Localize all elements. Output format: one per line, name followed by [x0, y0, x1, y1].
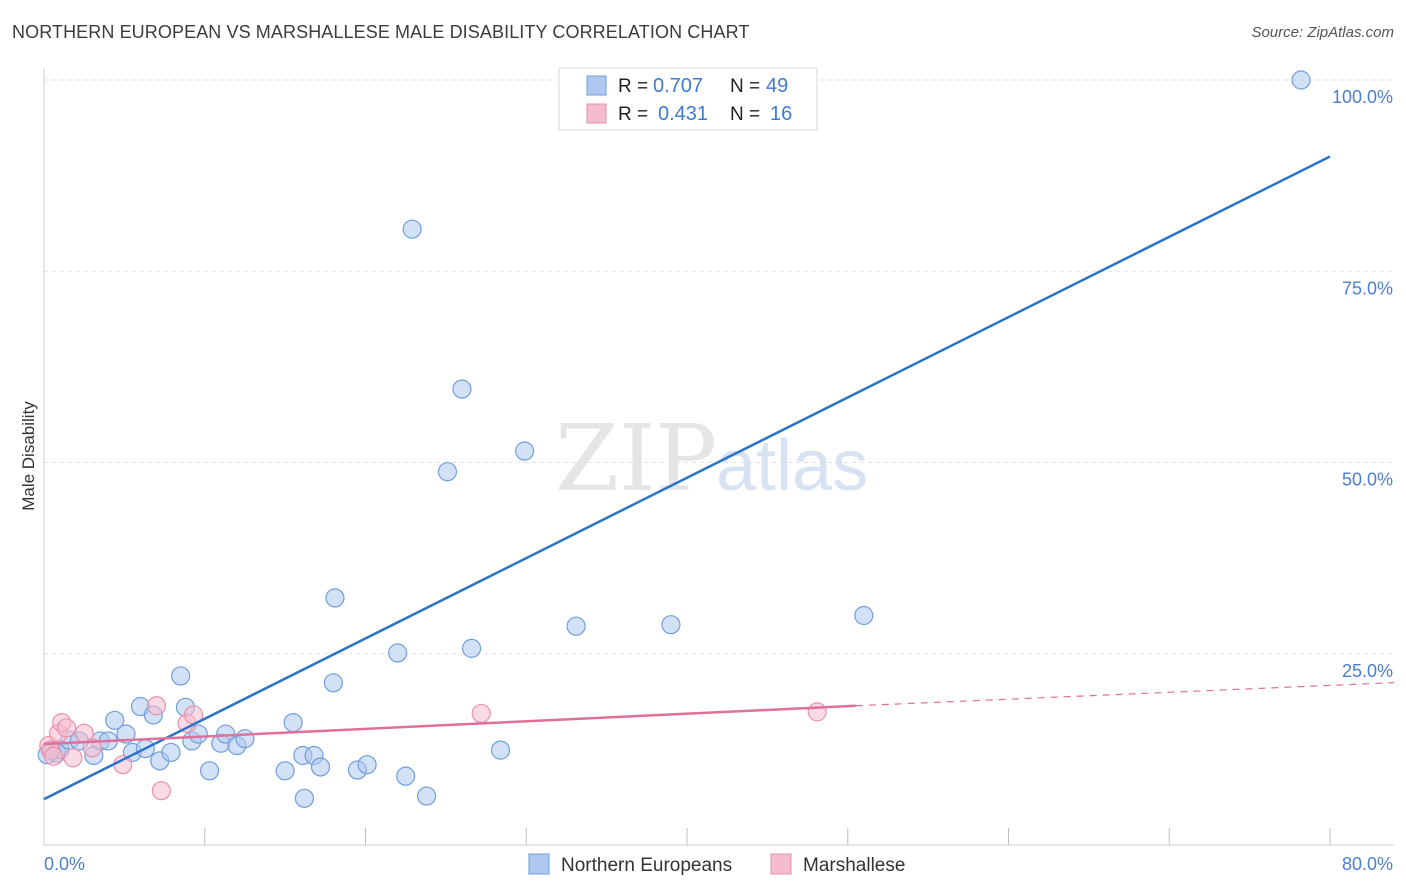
northern-europeans-point-10 [116, 724, 136, 744]
marshallese-point-2 [44, 746, 64, 766]
northern-europeans-point-42 [461, 638, 482, 658]
northern-europeans-point-27 [283, 712, 303, 733]
y-tick-label-100: 100.0% [1332, 87, 1393, 107]
trend-line-northern-europeans [43, 155, 1331, 801]
bottom-legend-swatch-pink [770, 853, 792, 875]
trend-line-marshallese-extension [855, 682, 1395, 707]
northern-europeans-point-40 [437, 462, 458, 482]
northern-europeans-point-44 [515, 441, 535, 461]
series-northern-europeans-points [37, 70, 1311, 808]
northern-europeans-point-43 [490, 740, 511, 760]
northern-europeans-point-41 [452, 379, 472, 399]
northern-europeans-point-37 [396, 766, 416, 786]
northern-europeans-point-48 [1291, 70, 1311, 90]
marshallese-point-8 [82, 738, 102, 758]
legend-swatch-blue [586, 75, 607, 96]
bottom-legend-swatch-blue [528, 853, 550, 875]
legend-r-value-2: 0.431 [658, 103, 708, 125]
legend-n-value-1: 49 [766, 75, 788, 97]
northern-europeans-point-9 [105, 710, 125, 730]
bottom-legend: Northern Europeans Marshallese [528, 853, 905, 876]
grid-lines [44, 79, 1394, 655]
marshallese-point-5 [56, 718, 77, 738]
y-tick-labels: 25.0% 50.0% 75.0% 100.0% [1332, 87, 1393, 681]
x-ticks [204, 828, 1331, 845]
northern-europeans-point-35 [357, 755, 377, 775]
northern-europeans-point-39 [416, 786, 437, 806]
watermark-atlas: atlas [716, 426, 868, 506]
legend-r-label-1: R = [618, 76, 648, 97]
bottom-legend-label-northern-europeans: Northern Europeans [561, 855, 732, 876]
northern-europeans-point-25 [235, 729, 255, 749]
northern-europeans-point-32 [323, 673, 343, 693]
chart-source: Source: ZipAtlas.com [1251, 24, 1394, 41]
x-tick-label-max: 80.0% [1342, 854, 1393, 874]
legend-r-label-2: R = [618, 104, 648, 125]
marshallese-point-11 [151, 781, 171, 801]
legend-n-value-2: 16 [770, 103, 792, 125]
legend-n-label-1: N = [730, 76, 760, 97]
bottom-legend-label-marshallese: Marshallese [803, 855, 905, 876]
trend-line-marshallese [43, 704, 856, 746]
marshallese-point-14 [471, 703, 491, 724]
northern-europeans-point-33 [325, 588, 345, 608]
northern-europeans-point-38 [402, 219, 422, 239]
legend-swatch-pink [586, 103, 607, 124]
watermark-zip: ZIP [555, 405, 717, 512]
northern-europeans-point-26 [275, 761, 295, 781]
legend-r-value-1: 0.707 [653, 75, 703, 97]
northern-europeans-point-46 [661, 615, 681, 635]
northern-europeans-point-16 [161, 742, 181, 763]
northern-europeans-point-21 [199, 761, 220, 781]
y-tick-label-50: 50.0% [1342, 470, 1393, 490]
marshallese-point-15 [807, 702, 827, 722]
northern-europeans-point-17 [171, 666, 191, 686]
northern-europeans-point-47 [854, 605, 874, 626]
x-tick-label-min: 0.0% [44, 854, 85, 874]
trend-lines [43, 155, 1395, 801]
y-tick-label-75: 75.0% [1342, 278, 1393, 298]
legend-n-label-2: N = [730, 104, 760, 125]
northern-europeans-point-36 [388, 643, 408, 663]
legend: R = 0.707 N = 49 R = 0.431 N = 16 [558, 67, 818, 131]
northern-europeans-point-31 [310, 757, 331, 777]
marshallese-point-10 [146, 696, 167, 716]
northern-europeans-point-45 [566, 616, 586, 636]
chart-title: NORTHERN EUROPEAN VS MARSHALLESE MALE DI… [12, 22, 750, 42]
series-marshallese-points [39, 696, 827, 801]
northern-europeans-point-29 [294, 788, 315, 808]
y-axis-title: Male Disability [19, 401, 38, 511]
y-tick-label-25: 25.0% [1342, 661, 1393, 681]
marshallese-point-6 [63, 748, 83, 768]
